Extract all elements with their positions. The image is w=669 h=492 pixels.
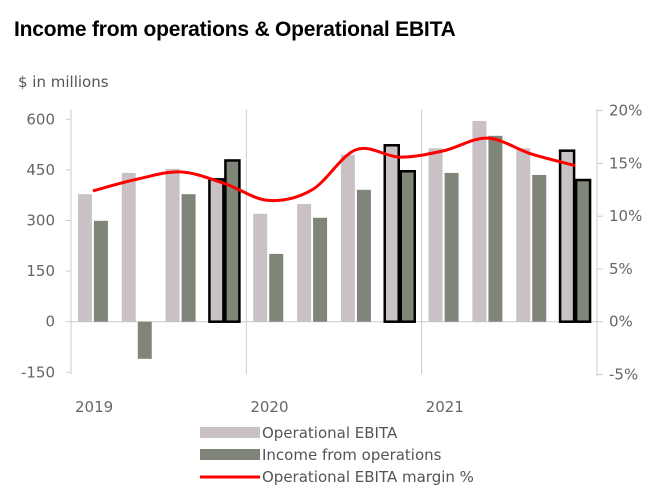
income-bar [488,135,503,322]
income-bar [224,159,241,323]
right-tick-label: 0% [609,313,633,331]
right-tick-label: 15% [609,154,642,172]
ebita-bar [297,203,312,322]
ebita-bar [208,178,225,323]
year-label: 2019 [75,398,113,416]
margin-line [92,136,576,203]
ebita-bar [383,144,400,323]
ebita-bar [165,168,180,322]
chart-title: Income from operations & Operational EBI… [14,18,456,41]
ebita-bar [253,213,268,322]
ebita-bar [428,148,443,322]
left-tick-label: 300 [26,212,55,230]
income-bar [137,321,152,359]
ebita-bar [121,172,136,322]
legend-label-margin: Operational EBITA margin % [262,468,474,486]
year-label: 2021 [426,398,464,416]
income-bar [399,169,416,323]
left-tick-label: 150 [26,262,55,280]
left-tick-label: 600 [26,110,55,128]
legend-swatch-income [200,449,260,460]
right-tick-label: 5% [609,260,633,278]
right-tick-label: 10% [609,207,642,225]
ebita-bar [340,154,355,322]
year-label: 2020 [250,398,288,416]
income-bar [313,217,328,322]
income-bar [269,253,284,322]
income-bar [356,189,371,322]
legend-swatch-ebita [200,427,260,438]
income-bar [181,194,196,322]
left-tick-label: -150 [21,363,55,381]
y-axis-label: $ in millions [18,73,109,91]
income-bar [93,220,108,322]
ebita-bar [558,149,576,323]
income-bar [444,172,459,322]
ebita-bar [77,194,92,322]
left-tick-label: 0 [45,313,55,331]
income-bar [574,178,592,323]
ebita-bar [516,148,531,322]
ebita-bar [472,120,487,322]
right-tick-label: -5% [609,365,638,383]
legend-label-income: Income from operations [262,446,442,464]
legend-label-ebita: Operational EBITA [262,424,398,442]
right-tick-label: 20% [609,102,642,120]
left-tick-label: 450 [26,161,55,179]
income-bar [532,174,547,322]
